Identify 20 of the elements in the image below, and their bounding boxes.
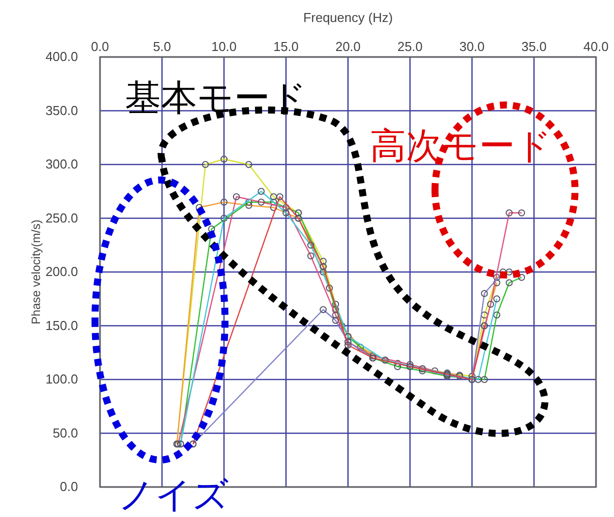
x-tick-label: 10.0 xyxy=(211,39,237,54)
y-tick-label: 350.0 xyxy=(45,102,78,118)
y-tick-label: 250.0 xyxy=(45,210,78,226)
y-axis-title: Phase velocity(m/s) xyxy=(29,220,43,324)
x-tick-label: 5.0 xyxy=(152,39,172,54)
y-tick-label: 50.0 xyxy=(52,425,78,440)
y-tick-label: 200.0 xyxy=(45,264,78,279)
x-tick-label: 40.0 xyxy=(583,39,609,54)
x-tick-label: 35.0 xyxy=(521,39,547,54)
y-tick-label: 0.0 xyxy=(60,479,78,494)
x-tick-label: 20.0 xyxy=(335,39,361,54)
x-tick-label: 30.0 xyxy=(459,39,485,54)
x-tick-label: 0.0 xyxy=(90,39,110,54)
x-tick-label: 25.0 xyxy=(397,39,423,54)
x-axis-title: Frequency (Hz) xyxy=(303,10,393,25)
y-tick-label: 150.0 xyxy=(45,318,78,333)
y-tick-label: 100.0 xyxy=(45,372,78,386)
y-tick-label: 300.0 xyxy=(45,156,78,172)
y-tick-label: 400.0 xyxy=(45,49,78,64)
x-tick-label: 15.0 xyxy=(273,39,299,54)
